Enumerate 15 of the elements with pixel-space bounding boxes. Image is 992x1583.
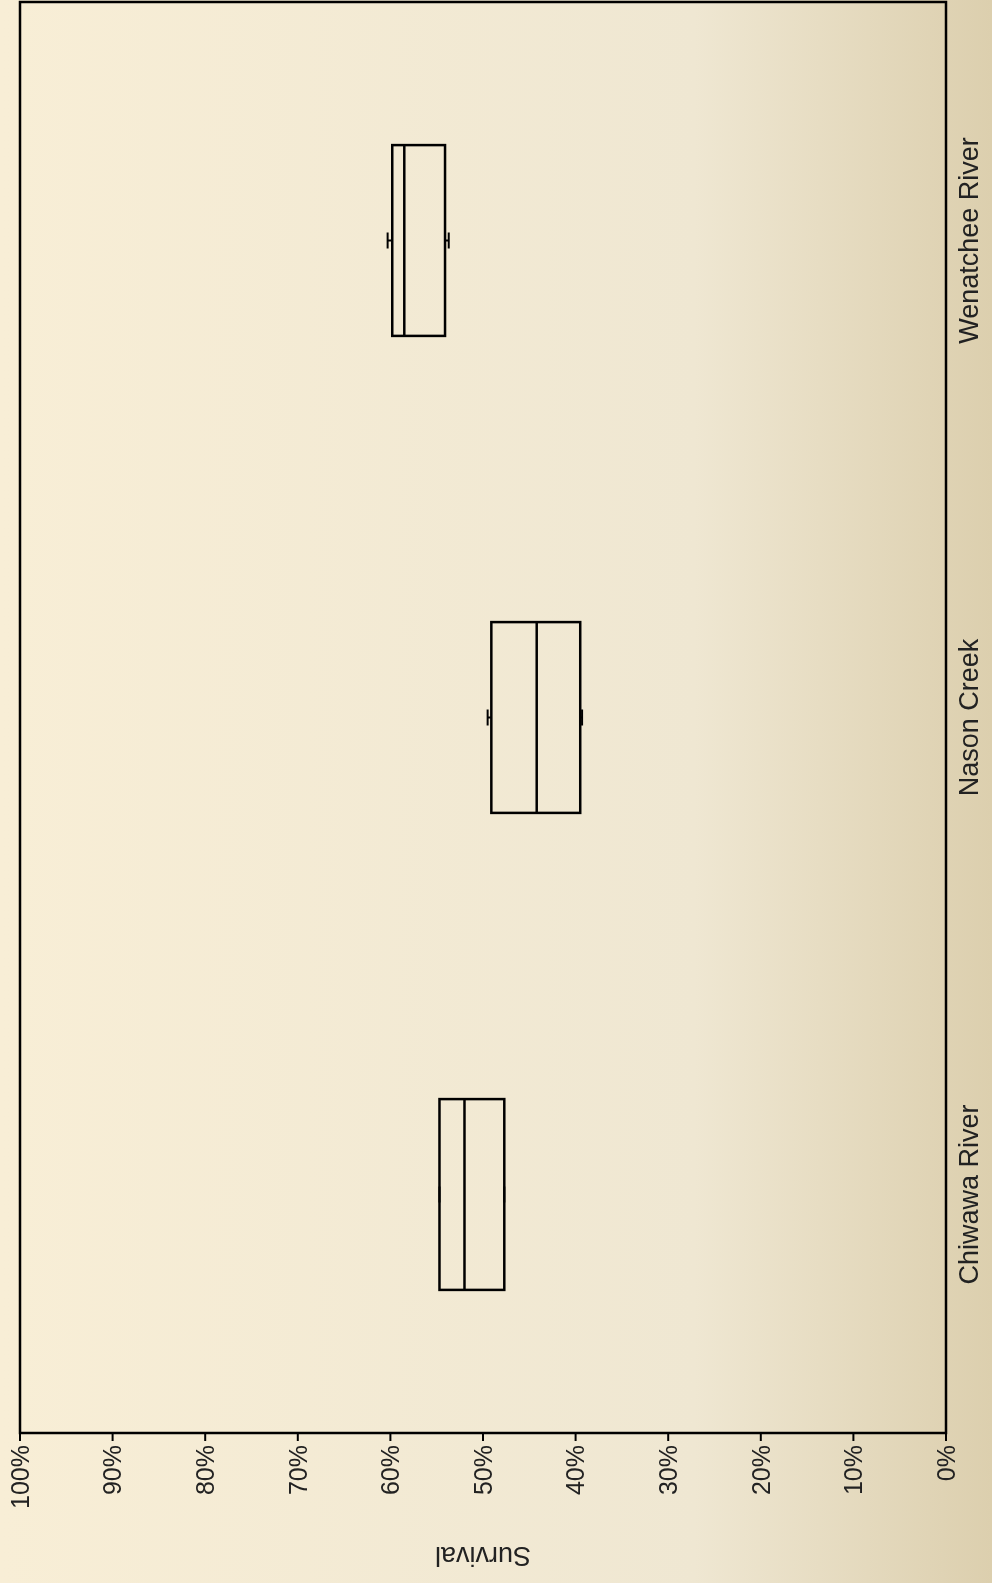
x-tick-label: 20%: [746, 1445, 775, 1496]
x-tick-label: 0%: [931, 1445, 960, 1482]
x-tick-label: 100%: [5, 1445, 34, 1509]
x-tick-label: 50%: [468, 1445, 497, 1496]
x-axis-title: Survival: [434, 1541, 532, 1571]
x-tick-label: 70%: [283, 1445, 312, 1496]
x-tick-label: 30%: [653, 1445, 682, 1496]
x-tick-label: 90%: [98, 1445, 127, 1496]
y-tick-label: Wenatchee River: [954, 137, 984, 344]
y-tick-label: Nason Creek: [954, 638, 984, 797]
x-tick-label: 40%: [561, 1445, 590, 1496]
x-tick-label: 80%: [190, 1445, 219, 1496]
x-tick-label: 10%: [839, 1445, 868, 1496]
y-tick-label: Chiwawa River: [954, 1104, 984, 1285]
x-tick-label: 60%: [376, 1445, 405, 1496]
